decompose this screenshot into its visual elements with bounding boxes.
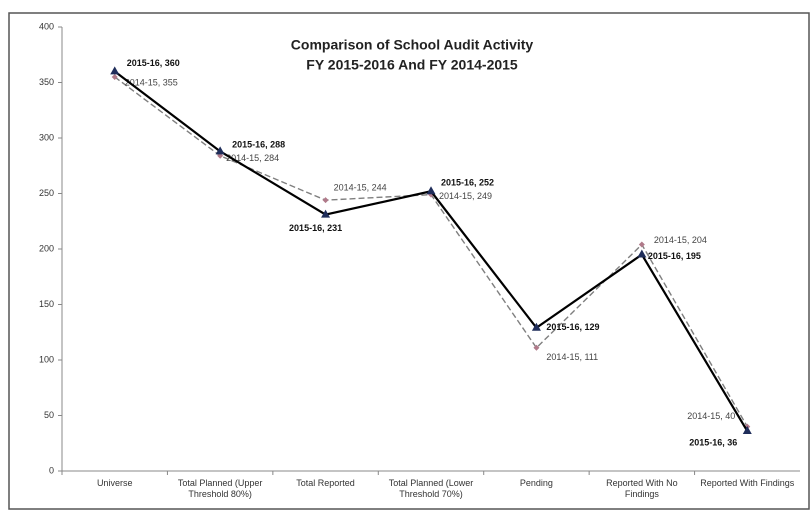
data-label: 2015-16, 36: [689, 437, 737, 447]
y-tick-label: 0: [49, 465, 54, 475]
x-tick-label: Pending: [519, 478, 553, 488]
x-tick-label: Total Planned (Upper Threshold 80%): [177, 478, 263, 499]
data-label: 2015-16, 288: [232, 140, 285, 150]
data-label: 2014-15, 40: [687, 411, 735, 421]
marker: [533, 344, 540, 351]
marker: [111, 73, 118, 80]
data-label: 2014-15, 284: [226, 153, 279, 163]
chart-frame: [8, 12, 810, 510]
marker: [742, 426, 752, 435]
x-tick-label: Reported With No Findings: [606, 478, 678, 499]
y-tick-label: 250: [39, 188, 54, 198]
y-tick-label: 200: [39, 243, 54, 253]
y-tick-label: 150: [39, 299, 54, 309]
marker: [215, 146, 225, 155]
chart-subtitle: FY 2015-2016 And FY 2014-2015: [306, 57, 518, 73]
marker: [321, 209, 331, 218]
data-label: 2014-15, 111: [546, 352, 598, 362]
marker: [637, 249, 647, 258]
marker: [426, 186, 436, 195]
x-tick-label: Total Reported: [296, 478, 355, 488]
x-tick-label: Reported With Findings: [700, 478, 795, 488]
data-label: 2015-16, 252: [441, 178, 494, 188]
x-tick-label: Universe: [96, 478, 133, 488]
data-label: 2015-16, 195: [648, 251, 701, 261]
data-label: 2015-16, 129: [546, 322, 599, 332]
data-label: 2014-15, 244: [334, 183, 387, 193]
y-tick-label: 50: [44, 410, 54, 420]
x-tick-label: Total Planned (Lower Threshold 70%): [388, 478, 474, 499]
y-tick-label: 300: [39, 132, 54, 142]
data-label: 2015-16, 360: [127, 58, 180, 68]
data-label: 2015-16, 231: [289, 223, 342, 233]
chart-title: Comparison of School Audit Activity: [291, 37, 534, 53]
marker: [531, 322, 541, 331]
data-label: 2014-15, 249: [439, 191, 492, 201]
y-tick-label: 100: [39, 354, 54, 364]
marker: [110, 66, 120, 75]
data-label: 2014-15, 204: [654, 235, 707, 245]
marker: [638, 241, 645, 248]
data-label: 2014-15, 355: [125, 77, 178, 87]
y-tick-label: 350: [39, 77, 54, 87]
y-tick-label: 400: [39, 21, 54, 31]
marker: [322, 197, 329, 204]
